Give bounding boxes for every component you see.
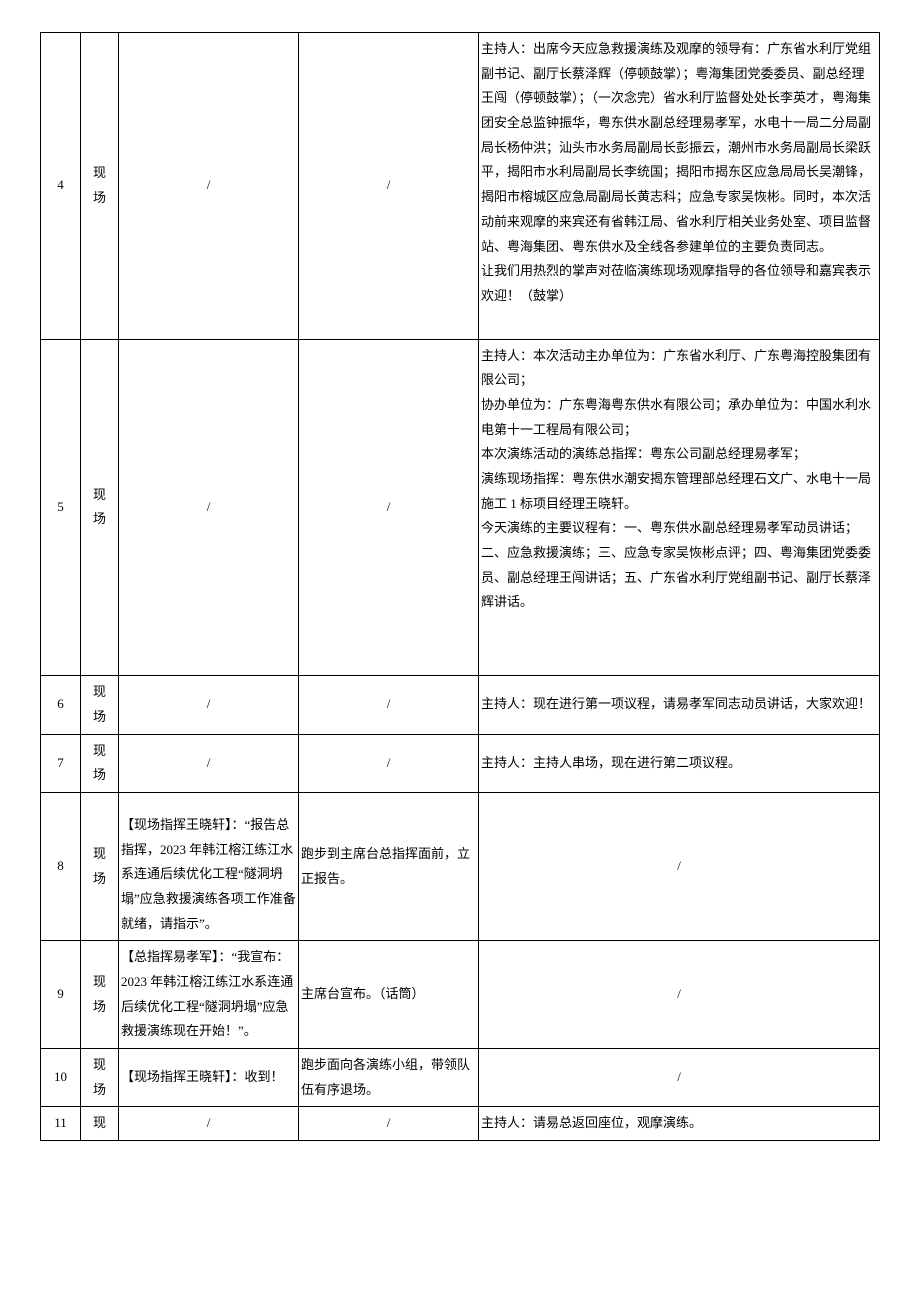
table-row: 10现场【现场指挥王晓轩】：收到！跑步面向各演练小组，带领队伍有序退场。/ — [41, 1049, 880, 1107]
row-action: 主席台宣布。（话筒） — [299, 941, 479, 1049]
row-index: 8 — [41, 792, 81, 940]
table-row: 11现//主持人：请易总返回座位，观摩演练。 — [41, 1107, 880, 1141]
row-action: / — [299, 734, 479, 792]
row-host: 主持人：请易总返回座位，观摩演练。 — [479, 1107, 880, 1141]
table-row: 9现场【总指挥易孝军】：“我宣布：2023 年韩江榕江练江水系连通后续优化工程“… — [41, 941, 880, 1049]
row-action: / — [299, 676, 479, 734]
row-index: 6 — [41, 676, 81, 734]
row-location: 现场 — [81, 1049, 119, 1107]
row-host: 主持人：现在进行第一项议程，请易孝军同志动员讲话，大家欢迎！ — [479, 676, 880, 734]
row-index: 7 — [41, 734, 81, 792]
row-action: 跑步面向各演练小组，带领队伍有序退场。 — [299, 1049, 479, 1107]
row-speech: / — [119, 676, 299, 734]
row-host: / — [479, 792, 880, 940]
row-location: 现场 — [81, 33, 119, 340]
row-host: 主持人：出席今天应急救援演练及观摩的领导有：广东省水利厅党组副书记、副厅长蔡泽辉… — [479, 33, 880, 340]
row-action: / — [299, 33, 479, 340]
table-row: 7现场//主持人：主持人串场，现在进行第二项议程。 — [41, 734, 880, 792]
table-row: 6现场//主持人：现在进行第一项议程，请易孝军同志动员讲话，大家欢迎！ — [41, 676, 880, 734]
row-host: / — [479, 941, 880, 1049]
table-row: 4现场//主持人：出席今天应急救援演练及观摩的领导有：广东省水利厅党组副书记、副… — [41, 33, 880, 340]
row-index: 4 — [41, 33, 81, 340]
row-location: 现 — [81, 1107, 119, 1141]
row-location: 现场 — [81, 339, 119, 676]
row-action: 跑步到主席台总指挥面前，立正报告。 — [299, 792, 479, 940]
row-speech: 【总指挥易孝军】：“我宣布：2023 年韩江榕江练江水系连通后续优化工程“隧洞坍… — [119, 941, 299, 1049]
row-action: / — [299, 339, 479, 676]
row-speech: 【现场指挥王晓轩】：“报告总指挥，2023 年韩江榕江练江水系连通后续优化工程“… — [119, 792, 299, 940]
row-speech: / — [119, 734, 299, 792]
row-location: 现场 — [81, 734, 119, 792]
row-speech: 【现场指挥王晓轩】：收到！ — [119, 1049, 299, 1107]
document-page: 4现场//主持人：出席今天应急救援演练及观摩的领导有：广东省水利厅党组副书记、副… — [0, 0, 920, 1161]
row-speech: / — [119, 339, 299, 676]
row-speech: / — [119, 33, 299, 340]
row-location: 现场 — [81, 941, 119, 1049]
table-row: 5现场//主持人：本次活动主办单位为：广东省水利厅、广东粤海控股集团有限公司；协… — [41, 339, 880, 676]
row-action: / — [299, 1107, 479, 1141]
row-location: 现场 — [81, 792, 119, 940]
table-row: 8现场【现场指挥王晓轩】：“报告总指挥，2023 年韩江榕江练江水系连通后续优化… — [41, 792, 880, 940]
row-host: / — [479, 1049, 880, 1107]
row-index: 11 — [41, 1107, 81, 1141]
row-index: 10 — [41, 1049, 81, 1107]
table-body: 4现场//主持人：出席今天应急救援演练及观摩的领导有：广东省水利厅党组副书记、副… — [41, 33, 880, 1141]
row-speech: / — [119, 1107, 299, 1141]
row-host: 主持人：本次活动主办单位为：广东省水利厅、广东粤海控股集团有限公司；协办单位为：… — [479, 339, 880, 676]
row-host: 主持人：主持人串场，现在进行第二项议程。 — [479, 734, 880, 792]
row-location: 现场 — [81, 676, 119, 734]
script-table: 4现场//主持人：出席今天应急救援演练及观摩的领导有：广东省水利厅党组副书记、副… — [40, 32, 880, 1141]
row-index: 5 — [41, 339, 81, 676]
row-index: 9 — [41, 941, 81, 1049]
